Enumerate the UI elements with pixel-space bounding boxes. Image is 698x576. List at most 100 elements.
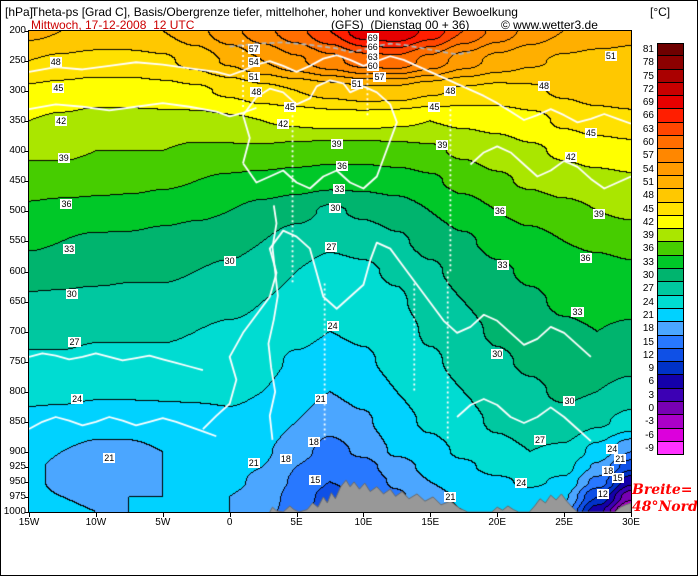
theta-field-canvas xyxy=(29,31,631,512)
colorbar-value-label: 27 xyxy=(642,283,654,295)
colorbar-swatch xyxy=(657,202,684,216)
longitude-tick-mark xyxy=(95,513,97,517)
colorbar-value-label: 21 xyxy=(642,309,654,321)
colorbar-swatch xyxy=(657,295,684,309)
longitude-tick-label: 5W xyxy=(155,517,171,528)
colorbar-value-label: 42 xyxy=(642,216,654,228)
pressure-tick-label: 900 xyxy=(9,445,26,457)
pressure-tick-label: 200 xyxy=(9,25,26,36)
colorbar-value-label: 39 xyxy=(642,230,654,242)
colorbar-value-label: 45 xyxy=(642,203,654,215)
longitude-tick-mark xyxy=(229,513,231,517)
chart-title: Theta-ps [Grad C], Basis/Obergrenze tief… xyxy=(31,5,518,19)
colorbar-swatch xyxy=(657,348,684,363)
colorbar-value-label: 69 xyxy=(642,97,654,109)
pressure-tick-label: 975 xyxy=(9,490,26,502)
colorbar-value-label: 54 xyxy=(642,163,654,175)
latitude-annotation: Breite= 48°Nord xyxy=(632,482,697,516)
colorbar-value-label: 18 xyxy=(642,323,654,335)
colorbar-swatch xyxy=(657,136,684,150)
colorbar-swatch xyxy=(657,242,684,256)
pressure-tick-mark xyxy=(25,391,29,393)
pressure-tick-label: 800 xyxy=(9,385,26,397)
colorbar-value-label: 3 xyxy=(648,389,654,401)
header-line-1: [hPa] Theta-ps [Grad C], Basis/Obergrenz… xyxy=(1,5,697,19)
colorbar-value-label: 75 xyxy=(642,70,654,82)
colorbar-value-label: 63 xyxy=(642,123,654,135)
pressure-tick-mark xyxy=(25,496,29,498)
colorbar-value-label: 0 xyxy=(648,403,654,415)
pressure-tick-label: 600 xyxy=(9,265,26,277)
pressure-tick-label: 550 xyxy=(9,235,26,247)
colorbar-value-label: 66 xyxy=(642,110,654,122)
pressure-tick-mark xyxy=(25,361,29,363)
longitude-tick-label: 20E xyxy=(488,517,507,528)
colorbar-swatch xyxy=(657,215,684,230)
model-run-label: (GFS) (Dienstag 00 + 36) xyxy=(331,18,470,32)
colorbar-value-label: -3 xyxy=(645,416,654,428)
pressure-tick-mark xyxy=(25,241,29,243)
longitude-tick-label: 0 xyxy=(226,517,233,528)
longitude-tick-label: 15E xyxy=(421,517,440,528)
colorbar-value-label: 30 xyxy=(642,270,654,282)
pressure-tick-mark xyxy=(25,271,29,273)
colorbar-value-label: 33 xyxy=(642,256,654,268)
colorbar-swatch xyxy=(657,402,684,416)
longitude-tick-label: 30E xyxy=(622,517,640,528)
copyright-label: © www.wetter3.de xyxy=(501,18,598,32)
pressure-tick-mark xyxy=(25,301,29,303)
colorbar-value-label: -9 xyxy=(645,442,654,454)
colorbar-swatch xyxy=(657,282,684,296)
pressure-tick-label: 250 xyxy=(9,55,26,67)
colorbar-swatch xyxy=(657,175,684,190)
colorbar-value-label: 48 xyxy=(642,190,654,202)
pressure-tick-mark xyxy=(25,31,29,32)
longitude-tick-mark xyxy=(29,513,30,517)
longitude-tick-label: 10E xyxy=(354,517,373,528)
colorbar-value-label: 12 xyxy=(642,349,654,361)
pressure-tick-mark xyxy=(25,481,29,483)
colorbar-value-label: 36 xyxy=(642,243,654,255)
colorbar-swatch xyxy=(657,375,684,389)
colorbar-swatch xyxy=(657,69,684,83)
pressure-axis-unit-label: [hPa] xyxy=(5,5,34,19)
pressure-tick-label: 350 xyxy=(9,115,26,127)
pressure-tick-label: 700 xyxy=(9,325,26,337)
colorbar-unit-label: [°C] xyxy=(650,5,671,19)
colorbar-value-label: 72 xyxy=(642,83,654,95)
longitude-tick-label: 10W xyxy=(85,517,107,528)
colorbar-swatch xyxy=(657,415,684,429)
colorbar-value-label: 51 xyxy=(642,176,654,188)
pressure-tick-label: 300 xyxy=(9,85,26,97)
cross-section-plot-area: 48 45 42 39 36 33 30 27 24 21 57 54 51 48 45 42 69 66 63 60… xyxy=(28,30,632,513)
colorbar-swatch xyxy=(657,43,684,57)
colorbar-swatch xyxy=(657,109,684,123)
longitude-tick-mark xyxy=(631,513,632,517)
pressure-tick-label: 950 xyxy=(9,475,26,487)
pressure-tick-label: 500 xyxy=(9,205,26,217)
pressure-tick-label: 750 xyxy=(9,355,26,367)
colorbar-value-label: 24 xyxy=(642,296,654,308)
longitude-tick-mark xyxy=(363,513,365,517)
header-line-2: Mittwoch, 17-12-2008 12 UTC (GFS) (Diens… xyxy=(1,18,697,32)
colorbar-value-label: 60 xyxy=(642,137,654,149)
latitude-annotation-line1: Breite= xyxy=(632,482,693,498)
colorbar-swatch xyxy=(657,189,684,203)
colorbar-swatch xyxy=(657,308,684,323)
colorbar-value-label: 6 xyxy=(648,376,654,388)
pressure-tick-mark xyxy=(25,181,29,183)
pressure-tick-mark xyxy=(25,466,29,468)
pressure-tick-label: 650 xyxy=(9,295,26,307)
pressure-tick-label: 450 xyxy=(9,175,26,187)
pressure-tick-label: 1000 xyxy=(3,506,26,517)
longitude-tick-mark xyxy=(430,513,432,517)
pressure-tick-mark xyxy=(25,211,29,213)
longitude-tick-label: 25E xyxy=(555,517,573,528)
pressure-tick-label: 400 xyxy=(9,145,26,157)
longitude-tick-mark xyxy=(162,513,164,517)
pressure-tick-mark xyxy=(25,451,29,453)
colorbar-swatch xyxy=(657,56,684,70)
colorbar-swatch xyxy=(657,162,684,176)
longitude-tick-label: 5E xyxy=(290,517,303,528)
